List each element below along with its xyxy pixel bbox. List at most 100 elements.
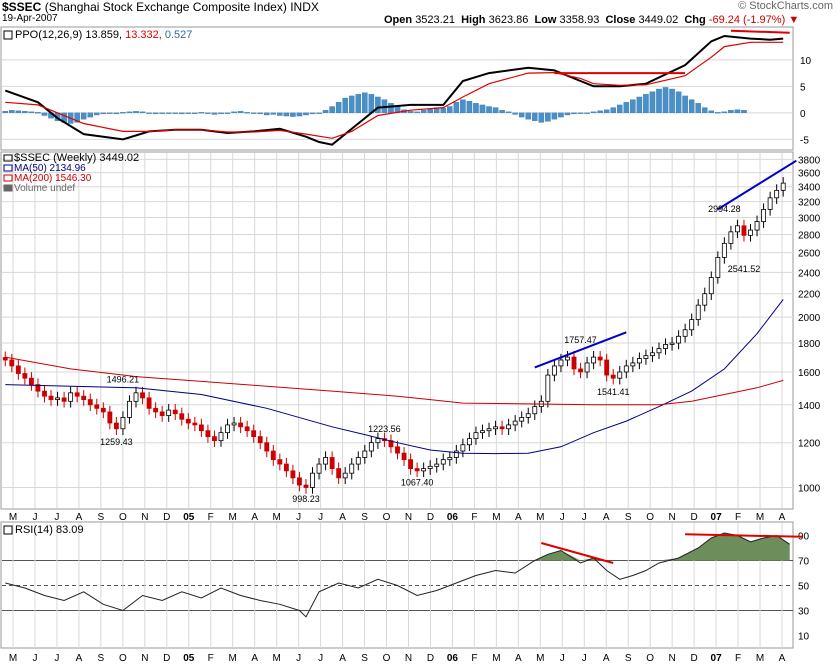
candle-body xyxy=(61,397,67,402)
ppo-hist-bar xyxy=(734,109,741,114)
price-legend-entry: Volume undef xyxy=(14,183,75,194)
month-label: M xyxy=(492,512,500,523)
candle-body xyxy=(643,355,649,359)
candle-body xyxy=(741,225,747,236)
ppo-hist-bar xyxy=(512,112,518,115)
symbol: $SSEC xyxy=(2,0,42,14)
ppo-hist-bar xyxy=(139,111,146,114)
candle-body xyxy=(336,468,342,479)
candle-body xyxy=(349,463,355,474)
candle-body xyxy=(22,373,28,379)
ppo-hist-bar xyxy=(348,95,355,114)
candle-body xyxy=(466,438,472,446)
candle-body xyxy=(486,428,492,432)
month-label: S xyxy=(98,512,105,523)
ppo-hist-bar xyxy=(224,112,231,114)
candle-body xyxy=(695,304,701,321)
candle-body xyxy=(715,257,721,278)
candle-body xyxy=(427,465,433,469)
month-label: F xyxy=(471,512,477,523)
ppo-hist-bar xyxy=(499,110,505,114)
quote-line: Open 3523.21 High 3623.86 Low 3358.93 Cl… xyxy=(384,14,799,26)
candle-body xyxy=(48,395,54,400)
candle-body xyxy=(604,359,610,376)
rsi-month-label: F xyxy=(735,653,741,664)
candle-body xyxy=(2,357,8,361)
price-legend-entry: $SSEC (Weekly) 3449.02 xyxy=(14,152,139,164)
month-label: D xyxy=(427,512,434,523)
rsi-month-label: A xyxy=(339,653,346,664)
candle-body xyxy=(708,277,714,295)
rsi-month-label: M xyxy=(756,653,764,664)
candle-body xyxy=(166,409,172,416)
month-label: J xyxy=(560,512,565,523)
ppo-hist-bar xyxy=(662,87,669,114)
price-tick-label: 3600 xyxy=(798,169,821,180)
ppo-hist-bar xyxy=(388,103,394,114)
candle-body xyxy=(231,422,237,426)
ppo-hist-bar xyxy=(244,112,250,114)
price-annotation: 2541.52 xyxy=(728,264,761,274)
candle-body xyxy=(754,221,760,231)
price-tick-label: 3400 xyxy=(798,183,821,194)
candle-body xyxy=(578,368,583,373)
rsi-panel: 90 70 50 30 10 M J J A S O N D 05 F M A M J J A S O N D 06 F M A M J J A… xyxy=(2,523,810,664)
candle-body xyxy=(270,450,276,461)
ppo-hist-bar xyxy=(263,112,270,116)
candle-body xyxy=(192,422,198,426)
candle-body xyxy=(453,450,459,458)
ppo-hist-bar xyxy=(656,88,662,114)
candle-body xyxy=(558,359,564,367)
rsi-month-label: M xyxy=(492,653,500,664)
ppo-hist-bar xyxy=(571,112,577,115)
chg-label: Chg xyxy=(684,14,706,26)
candle-body xyxy=(728,231,734,244)
price-trendline-2 xyxy=(717,159,797,211)
ppo-hist-bar xyxy=(597,110,603,114)
ppo-hist-bar xyxy=(407,111,414,114)
candle-body xyxy=(656,348,662,354)
month-label: J xyxy=(582,512,587,523)
ppo-tick-label: 10 xyxy=(800,56,812,67)
candle-body xyxy=(15,365,21,374)
price-tick-label: 3200 xyxy=(798,198,821,209)
candle-body xyxy=(251,430,257,438)
rsi-month-label: N xyxy=(141,653,148,664)
candle-body xyxy=(617,371,623,379)
ppo-hist-bar xyxy=(623,102,630,114)
candle-body xyxy=(512,420,518,426)
candle-body xyxy=(225,424,230,434)
ppo-hist-bar xyxy=(584,112,590,114)
ppo-hist-bar xyxy=(237,111,244,114)
candle-body xyxy=(42,390,47,397)
ppo-hist-bar xyxy=(473,103,479,114)
ppo-hist-bar xyxy=(28,111,35,114)
candle-body xyxy=(9,359,15,367)
candle-body xyxy=(146,397,152,409)
candle-body xyxy=(205,430,211,438)
candle-body xyxy=(545,374,551,402)
ppo-hist-bar xyxy=(41,112,48,116)
month-label: N xyxy=(669,512,676,523)
candle-body xyxy=(682,329,688,337)
ppo-hist-bar xyxy=(2,111,9,114)
ppo-hist-bar xyxy=(218,112,224,115)
rsi-line xyxy=(5,532,790,618)
ma50-line xyxy=(5,299,784,455)
candle-body xyxy=(244,426,250,432)
price-tick-label: 3800 xyxy=(798,155,821,166)
low-value: 3358.93 xyxy=(559,14,600,26)
candle-body xyxy=(283,463,289,472)
candle-body xyxy=(748,229,753,236)
candle-body xyxy=(113,422,119,430)
rsi-month-label: J xyxy=(32,653,37,664)
month-label: O xyxy=(119,512,127,523)
ppo-hist-bar xyxy=(532,112,538,121)
candle-body xyxy=(434,463,440,467)
ppo-hist-bar xyxy=(80,112,87,120)
ppo-hist-bar xyxy=(296,112,303,117)
ppo-hist-bar xyxy=(120,112,126,114)
price-legend-swatch xyxy=(3,184,13,192)
ppo-hist-bar xyxy=(688,99,695,114)
price-tick-label: 1200 xyxy=(798,439,821,450)
